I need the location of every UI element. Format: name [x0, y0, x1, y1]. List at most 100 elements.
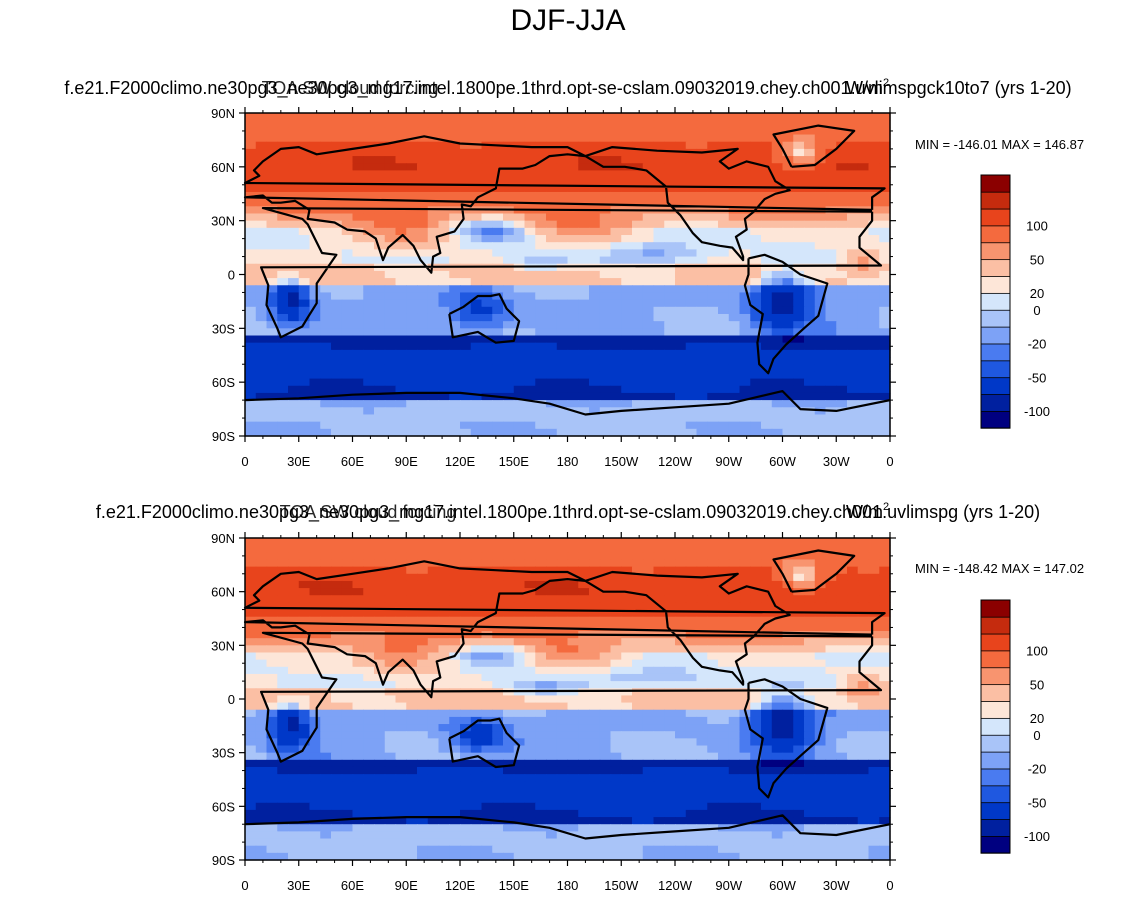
heatmap-cell	[374, 652, 386, 661]
heatmap-cell	[341, 227, 354, 236]
heatmap-cell	[255, 156, 268, 164]
heatmap-cell	[642, 545, 655, 553]
heatmap-cell	[266, 602, 278, 611]
heatmap-cell	[492, 745, 504, 754]
heatmap-cell	[524, 242, 536, 250]
heatmap-cell	[610, 120, 622, 128]
heatmap-cell	[288, 752, 300, 761]
heatmap-cell	[589, 263, 601, 272]
heatmap-cell	[589, 113, 601, 121]
heatmap-cell	[374, 213, 386, 222]
heatmap-cell	[621, 392, 633, 401]
heatmap-cell	[739, 113, 751, 121]
heatmap-cell	[438, 716, 450, 725]
heatmap-cell	[675, 328, 687, 337]
heatmap-cell	[255, 738, 268, 747]
heatmap-cell	[761, 156, 773, 164]
heatmap-cell	[470, 349, 483, 358]
heatmap-cell	[847, 766, 859, 775]
heatmap-cell	[728, 752, 741, 761]
heatmap-cell	[277, 428, 289, 437]
heatmap-cell	[384, 414, 397, 423]
heatmap-cell	[707, 299, 719, 308]
heatmap-cell	[438, 278, 450, 286]
heatmap-cell	[556, 428, 569, 437]
heatmap-cell	[524, 184, 536, 193]
heatmap-cell	[664, 673, 676, 682]
heatmap-cell	[804, 134, 816, 143]
heatmap-cell	[685, 702, 698, 711]
heatmap-cell	[255, 566, 268, 575]
heatmap-cell	[363, 745, 375, 754]
heatmap-cell	[707, 652, 719, 661]
heatmap-cell	[395, 595, 407, 603]
heatmap-cell	[782, 407, 794, 416]
heatmap-cell	[449, 148, 461, 157]
heatmap-cell	[266, 270, 278, 279]
heatmap-cell	[438, 545, 450, 553]
heatmap-cell	[814, 235, 827, 243]
heatmap-cell	[331, 184, 343, 193]
heatmap-cell	[481, 163, 493, 172]
heatmap-cell	[309, 645, 321, 654]
heatmap-cell	[653, 335, 665, 344]
heatmap-cell	[718, 141, 730, 150]
heatmap-cell	[621, 285, 633, 294]
heatmap-cell	[363, 235, 375, 243]
heatmap-cell	[857, 681, 870, 689]
heatmap-cell	[245, 559, 257, 568]
heatmap-cell	[546, 156, 558, 164]
heatmap-cell	[374, 220, 386, 229]
heatmap-cell	[793, 566, 805, 575]
heatmap-cell	[535, 695, 547, 704]
heatmap-cell	[685, 292, 698, 301]
heatmap-cell	[309, 738, 321, 747]
heatmap-cell	[374, 428, 386, 437]
heatmap-cell	[492, 731, 504, 739]
heatmap-cell	[675, 342, 687, 351]
heatmap-cell	[266, 177, 278, 186]
heatmap-cell	[879, 631, 891, 639]
heatmap-cell	[492, 573, 504, 582]
heatmap-cell	[879, 688, 891, 697]
heatmap-cell	[374, 163, 386, 172]
heatmap-cell	[793, 321, 805, 329]
heatmap-cell	[750, 378, 762, 387]
heatmap-cell	[374, 134, 386, 143]
heatmap-cell	[460, 602, 472, 611]
heatmap-cell	[750, 702, 762, 711]
heatmap-cell	[277, 364, 289, 372]
heatmap-cell	[642, 292, 655, 301]
heatmap-cell	[675, 249, 687, 258]
heatmap-cell	[363, 638, 375, 646]
heatmap-cell	[255, 199, 268, 207]
heatmap-cell	[857, 342, 870, 351]
heatmap-cell	[771, 235, 784, 243]
heatmap-cell	[556, 242, 569, 250]
heatmap-cell	[857, 688, 870, 697]
heatmap-cell	[341, 666, 354, 675]
heatmap-cell	[879, 285, 891, 294]
heatmap-cell	[352, 781, 364, 790]
heatmap-cell	[750, 292, 762, 301]
heatmap-cell	[750, 709, 762, 718]
heatmap-cell	[266, 724, 278, 732]
heatmap-cell	[610, 127, 622, 136]
heatmap-cell	[653, 163, 665, 172]
heatmap-cell	[438, 227, 450, 236]
heatmap-cell	[524, 385, 536, 394]
heatmap-cell	[879, 148, 891, 157]
heatmap-cell	[642, 285, 655, 294]
heatmap-cell	[707, 263, 719, 272]
heatmap-cell	[320, 545, 332, 553]
heatmap-cell	[363, 285, 375, 294]
heatmap-cell	[642, 573, 655, 582]
heatmap-cell	[470, 342, 483, 351]
heatmap-cell	[277, 357, 289, 365]
heatmap-cell	[331, 206, 343, 215]
heatmap-cell	[535, 407, 547, 416]
heatmap-cell	[524, 580, 536, 589]
heatmap-cell	[793, 702, 805, 711]
heatmap-cell	[255, 292, 268, 301]
heatmap-cell	[632, 673, 644, 682]
